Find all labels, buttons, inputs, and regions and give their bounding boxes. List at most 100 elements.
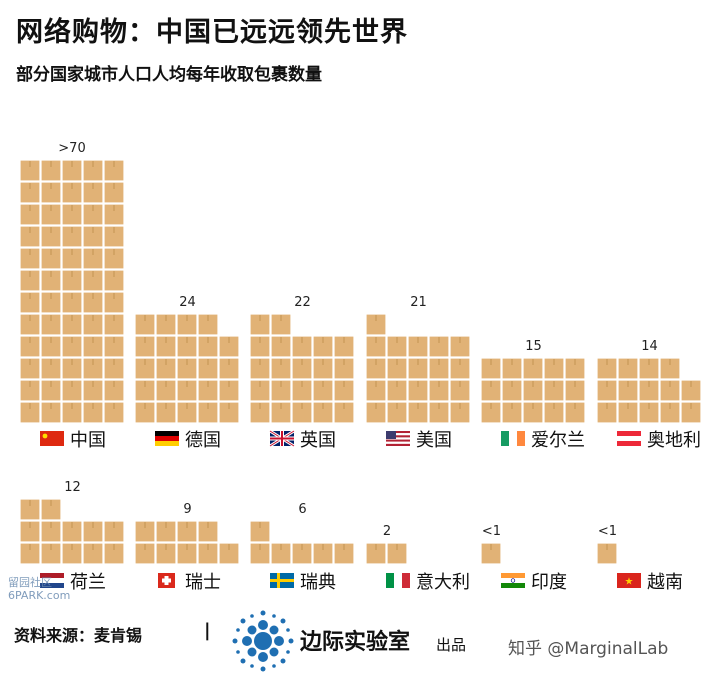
package-box	[19, 379, 41, 402]
package-box	[61, 225, 83, 248]
package-box	[82, 379, 104, 402]
package-box	[155, 520, 177, 543]
package-box	[61, 291, 83, 314]
package-box	[407, 335, 429, 358]
package-box	[19, 159, 41, 182]
package-box	[40, 291, 62, 314]
package-box	[176, 313, 198, 336]
package-box	[218, 401, 240, 424]
bar-瑞典: 6 瑞典	[249, 502, 355, 593]
package-box	[638, 379, 660, 402]
package-box	[40, 498, 62, 521]
package-box	[176, 335, 198, 358]
value-label: 24	[179, 295, 196, 310]
value-label: 21	[410, 295, 427, 310]
category-label: 奥地利	[647, 430, 701, 451]
package-box	[19, 313, 41, 336]
category-label: 爱尔兰	[531, 430, 585, 451]
package-box	[40, 401, 62, 424]
credit-text: 知乎 @MarginalLab	[508, 639, 669, 659]
package-box	[40, 313, 62, 336]
us-flag-icon	[386, 431, 410, 446]
watermark-line2: 6PARK.com	[8, 589, 71, 602]
value-label: <1	[598, 524, 617, 539]
package-box	[312, 401, 334, 424]
package-box	[386, 357, 408, 380]
package-box	[407, 379, 429, 402]
package-box	[134, 379, 156, 402]
package-box	[312, 357, 334, 380]
package-box	[134, 357, 156, 380]
package-box	[61, 401, 83, 424]
package-box	[333, 335, 355, 358]
package-box	[176, 401, 198, 424]
package-box	[449, 335, 471, 358]
package-box	[291, 357, 313, 380]
package-box	[40, 225, 62, 248]
package-box	[617, 357, 639, 380]
package-box	[617, 401, 639, 424]
chart-subtitle: 部分国家城市人口人均每年收取包裹数量	[16, 65, 322, 85]
org-suffix: 出品	[436, 636, 467, 654]
package-box	[103, 159, 125, 182]
category-label: 瑞士	[185, 572, 221, 593]
nl-flag-icon	[40, 573, 64, 588]
package-box	[82, 401, 104, 424]
package-box	[543, 401, 565, 424]
package-box	[501, 357, 523, 380]
package-box	[291, 335, 313, 358]
package-box	[40, 335, 62, 358]
category-label: 越南	[647, 572, 683, 593]
package-box	[659, 357, 681, 380]
package-box	[333, 357, 355, 380]
package-box	[40, 181, 62, 204]
watermark-line1: 留园社区	[8, 576, 52, 589]
package-box	[82, 542, 104, 565]
chart-title: 网络购物：中国已远远领先世界	[16, 17, 408, 48]
bar-德国: 24 德国	[134, 295, 240, 451]
package-box	[249, 379, 271, 402]
package-box	[197, 357, 219, 380]
package-box	[291, 401, 313, 424]
package-box	[386, 335, 408, 358]
category-label: 印度	[531, 572, 567, 593]
package-box	[103, 247, 125, 270]
package-box	[82, 203, 104, 226]
package-box	[522, 401, 544, 424]
package-box	[176, 520, 198, 543]
value-label: >70	[58, 141, 85, 156]
package-box	[134, 401, 156, 424]
package-box	[103, 225, 125, 248]
package-box	[19, 203, 41, 226]
package-box	[40, 379, 62, 402]
bar-英国: 22 英国	[249, 295, 355, 451]
package-box	[19, 269, 41, 292]
it-flag-icon	[386, 573, 410, 588]
package-box	[134, 313, 156, 336]
package-box	[596, 379, 618, 402]
package-box	[176, 379, 198, 402]
package-box	[270, 401, 292, 424]
package-box	[596, 401, 618, 424]
category-label: 瑞典	[300, 572, 336, 593]
package-box	[19, 357, 41, 380]
category-label: 德国	[185, 430, 221, 451]
package-box	[617, 379, 639, 402]
package-box	[333, 379, 355, 402]
package-box	[480, 357, 502, 380]
package-box	[407, 401, 429, 424]
package-box	[218, 335, 240, 358]
category-label: 美国	[416, 430, 452, 451]
svg-text:★: ★	[625, 577, 634, 588]
bar-奥地利: 14 奥地利	[596, 339, 702, 451]
package-box	[428, 357, 450, 380]
package-box	[19, 291, 41, 314]
package-box	[680, 379, 702, 402]
package-box	[103, 357, 125, 380]
package-box	[155, 379, 177, 402]
package-box	[270, 335, 292, 358]
package-box	[291, 542, 313, 565]
package-box	[449, 401, 471, 424]
ie-flag-icon	[501, 431, 525, 446]
package-box	[449, 357, 471, 380]
